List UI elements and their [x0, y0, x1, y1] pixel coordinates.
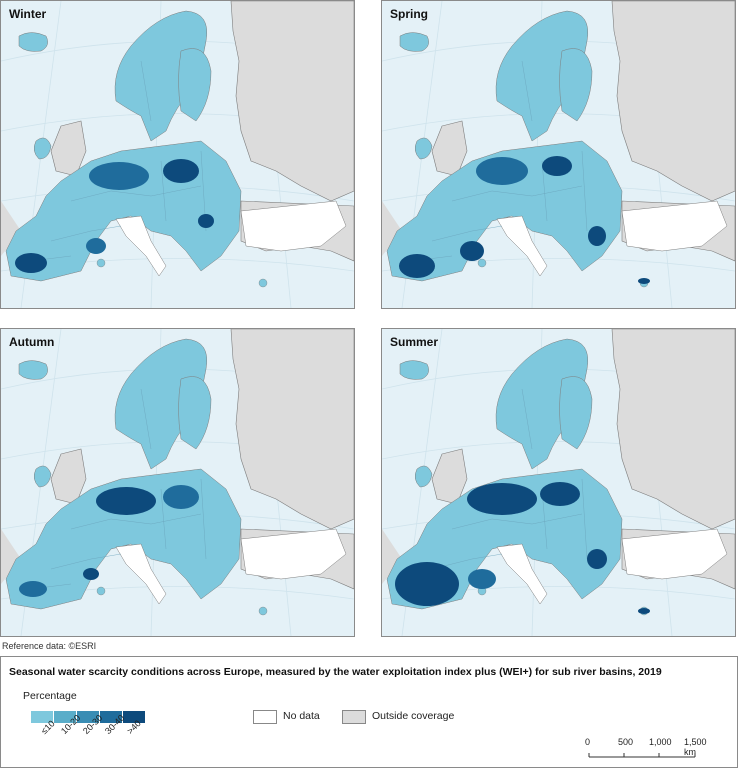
europe-map: [1, 329, 354, 636]
legend-swatch: [77, 711, 100, 723]
legend-swatch: [31, 711, 54, 723]
season-label: Winter: [9, 7, 47, 21]
hotspots: [399, 156, 650, 284]
europe-map: [1, 1, 354, 308]
season-label: Spring: [390, 7, 428, 21]
season-label: Summer: [390, 335, 439, 349]
europe-map: [382, 329, 735, 636]
map-panel-summer: Summer: [381, 328, 736, 637]
europe-map: [382, 1, 735, 308]
scale-line: [588, 753, 696, 758]
map-panel-winter: Winter: [0, 0, 355, 309]
reference-text: Reference data: ©ESRI: [2, 641, 97, 651]
no-data-swatch: [253, 710, 277, 724]
scale-bar: 0 500 1,000 1,500 km: [585, 737, 715, 767]
no-data-label: No data: [283, 710, 320, 722]
scale-tick: 500: [618, 737, 634, 747]
legend: Seasonal water scarcity conditions acros…: [0, 656, 738, 768]
legend-swatch: [54, 711, 77, 723]
legend-swatch: [100, 711, 123, 723]
hotspots: [19, 485, 199, 597]
scale-tick: 1,000: [649, 737, 672, 747]
legend-swatches: [31, 711, 146, 723]
scale-tick: 0: [585, 737, 591, 747]
legend-subtitle: Percentage: [23, 690, 77, 702]
scale-tick: 1,500 km: [684, 737, 707, 757]
hotspots: [395, 482, 650, 614]
map-panel-autumn: Autumn: [0, 328, 355, 637]
season-label: Autumn: [9, 335, 55, 349]
legend-swatch: [123, 711, 146, 723]
legend-title: Seasonal water scarcity conditions acros…: [9, 666, 662, 678]
hotspots: [15, 159, 214, 273]
outside-coverage-label: Outside coverage: [372, 710, 455, 722]
outside-coverage-swatch: [342, 710, 366, 724]
map-panel-spring: Spring: [381, 0, 736, 309]
